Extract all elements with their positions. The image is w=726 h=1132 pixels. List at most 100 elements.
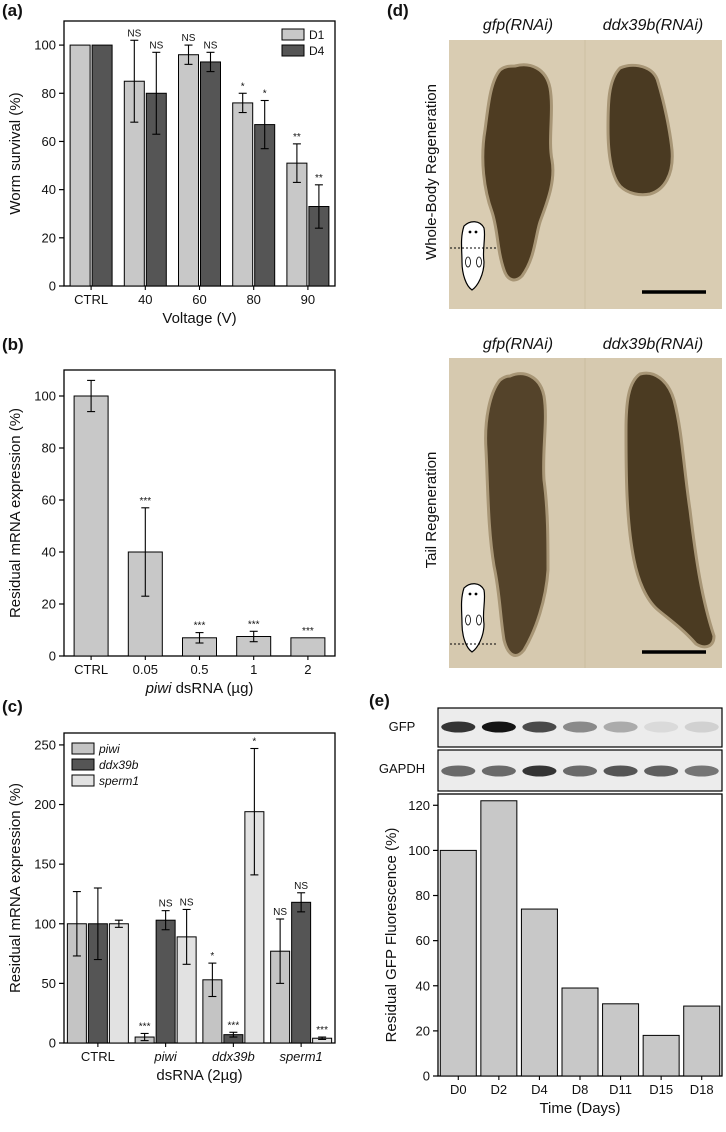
micro-col1-title: gfp(RNAi) bbox=[483, 17, 553, 34]
panel-letter-b: (b) bbox=[2, 335, 24, 354]
legend-swatch bbox=[71, 758, 95, 771]
worm-gfp-tail bbox=[484, 372, 550, 657]
x-tick-label: CTRL bbox=[81, 1049, 115, 1064]
blot-label-gapdh: GAPDH bbox=[379, 761, 425, 776]
significance-label: NS bbox=[204, 40, 218, 51]
legend-label: ddx39b bbox=[99, 758, 139, 772]
legend-label: D4 bbox=[309, 44, 325, 58]
legend-label: sperm1 bbox=[99, 774, 139, 788]
y-tick-label: 20 bbox=[42, 597, 56, 612]
worm-gfp-whole bbox=[481, 63, 555, 282]
x-tick-label: CTRL bbox=[74, 662, 108, 677]
y-axis-title: Residual GFP Fluorescence (%) bbox=[383, 828, 400, 1043]
significance-label: NS bbox=[273, 907, 287, 918]
bar bbox=[561, 987, 599, 1077]
y-tick-label: 60 bbox=[416, 933, 430, 948]
significance-label: ** bbox=[293, 132, 301, 143]
bar bbox=[602, 1003, 640, 1077]
micro-row2-label: Tail Regeneration bbox=[423, 452, 440, 569]
bar bbox=[291, 901, 312, 1044]
micrograph-panel: gfp(RNAi) ddx39b(RNAi) Whole-Body Regene… bbox=[423, 17, 722, 668]
y-tick-label: 60 bbox=[42, 134, 56, 149]
significance-label: *** bbox=[248, 619, 260, 630]
y-tick-label: 100 bbox=[408, 843, 430, 858]
y-tick-label: 200 bbox=[34, 797, 56, 812]
micro-col2-title-2: ddx39b(RNAi) bbox=[603, 336, 703, 353]
blot-band-gfp bbox=[481, 721, 516, 733]
micro-row1-label: Whole-Body Regeneration bbox=[423, 84, 440, 260]
legend-label: D1 bbox=[309, 28, 325, 42]
x-tick-label: ddx39b bbox=[212, 1049, 255, 1064]
significance-label: NS bbox=[294, 881, 308, 892]
x-axis-title: Voltage (V) bbox=[162, 310, 236, 327]
panel-letter-c: (c) bbox=[2, 697, 23, 716]
significance-label: NS bbox=[127, 28, 141, 39]
significance-label: * bbox=[263, 89, 267, 100]
significance-label: NS bbox=[149, 40, 163, 51]
x-tick-label: D8 bbox=[572, 1082, 589, 1097]
x-tick-label: D15 bbox=[649, 1082, 673, 1097]
bar bbox=[520, 908, 558, 1077]
x-tick-label: D2 bbox=[491, 1082, 508, 1097]
blot-band-gapdh bbox=[481, 765, 516, 777]
blot-band-gapdh bbox=[644, 765, 679, 777]
x-tick-label: 0.5 bbox=[190, 662, 208, 677]
y-tick-label: 120 bbox=[408, 798, 430, 813]
blot-band-gfp bbox=[441, 721, 476, 733]
x-tick-label: 0.05 bbox=[133, 662, 158, 677]
x-tick-label: sperm1 bbox=[279, 1049, 322, 1064]
legend-swatch bbox=[71, 774, 95, 787]
significance-label: * bbox=[210, 951, 214, 962]
y-tick-label: 0 bbox=[49, 649, 56, 664]
micro-col1-title-2: gfp(RNAi) bbox=[483, 336, 553, 353]
y-tick-label: 100 bbox=[34, 38, 56, 53]
x-tick-label: piwi bbox=[153, 1049, 178, 1064]
bar bbox=[683, 1005, 721, 1077]
x-tick-label: 40 bbox=[138, 292, 152, 307]
bar bbox=[480, 800, 518, 1077]
x-axis-title: Time (Days) bbox=[539, 1100, 620, 1117]
y-tick-label: 60 bbox=[42, 493, 56, 508]
significance-label: *** bbox=[302, 626, 314, 637]
bar bbox=[439, 849, 477, 1077]
significance-label: *** bbox=[139, 1021, 151, 1032]
bar bbox=[200, 61, 221, 287]
y-tick-label: 40 bbox=[42, 545, 56, 560]
worm-schematic-tail-icon bbox=[450, 583, 496, 653]
x-tick-label: D18 bbox=[690, 1082, 714, 1097]
y-tick-label: 20 bbox=[416, 1023, 430, 1038]
significance-label: *** bbox=[228, 1020, 240, 1031]
panel-letter-a: (a) bbox=[2, 1, 23, 20]
significance-label: * bbox=[241, 81, 245, 92]
blot-band-gfp bbox=[603, 721, 638, 733]
y-tick-label: 80 bbox=[42, 86, 56, 101]
blot-band-gapdh bbox=[684, 765, 719, 777]
blot-label-gfp: GFP bbox=[389, 719, 416, 734]
y-tick-label: 100 bbox=[34, 389, 56, 404]
significance-label: NS bbox=[182, 33, 196, 44]
chart-piwi-knockdown: 0 20 40 60 80 100 CTRL 0.05 *** 0.5 *** 1 *** 2 *** piw… bbox=[7, 369, 336, 697]
blot-band-gfp bbox=[684, 721, 719, 733]
x-tick-label: 90 bbox=[301, 292, 315, 307]
worm-schematic-whole-icon bbox=[450, 221, 496, 291]
bar bbox=[91, 44, 113, 287]
y-axis-title: Worm survival (%) bbox=[7, 92, 24, 214]
x-tick-label: 80 bbox=[246, 292, 260, 307]
plot-frame bbox=[63, 732, 336, 1044]
y-axis-title: Residual mRNA expression (%) bbox=[7, 783, 24, 993]
worm-ddx39b-tail bbox=[624, 371, 716, 649]
bar bbox=[108, 923, 129, 1044]
blot-band-gfp bbox=[562, 721, 598, 733]
y-axis-title: Residual mRNA expression (%) bbox=[7, 408, 24, 618]
legend-swatch bbox=[71, 742, 95, 755]
bar bbox=[642, 1034, 680, 1077]
blot-band-gfp bbox=[644, 721, 679, 733]
significance-label: NS bbox=[159, 899, 173, 910]
bar bbox=[232, 102, 254, 287]
bar bbox=[69, 44, 91, 287]
y-tick-label: 0 bbox=[423, 1069, 430, 1084]
significance-label: NS bbox=[180, 897, 194, 908]
x-tick-label: D11 bbox=[609, 1082, 632, 1097]
